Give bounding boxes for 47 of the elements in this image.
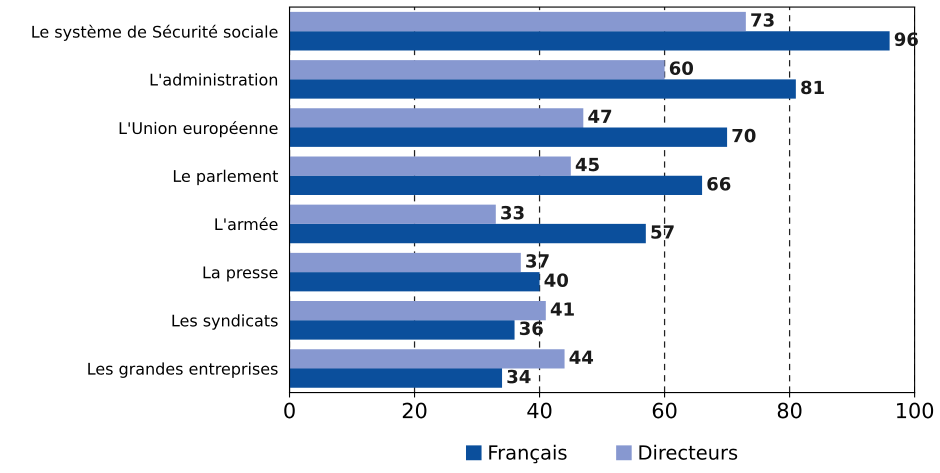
data-label: 34 <box>507 370 531 384</box>
data-label: 37 <box>526 254 549 268</box>
y-tick-label: L'armée <box>215 217 278 230</box>
data-label: 70 <box>732 128 756 142</box>
bar <box>290 12 746 32</box>
data-label: 66 <box>707 176 730 191</box>
bar <box>290 128 728 147</box>
bar <box>290 60 665 80</box>
legend-label: Français <box>489 444 567 464</box>
bar <box>290 368 502 388</box>
y-tick-label: L'Union européenne <box>120 121 278 138</box>
bar <box>290 224 646 244</box>
bar <box>290 79 796 99</box>
bar <box>290 31 890 50</box>
y-tick-label: Les grandes entreprises <box>88 362 278 378</box>
data-label: 33 <box>501 206 524 220</box>
data-label: 47 <box>588 110 612 123</box>
bar <box>290 156 571 176</box>
bar <box>290 301 546 320</box>
data-label: 36 <box>520 322 543 336</box>
x-tick-label: 20 <box>402 402 426 418</box>
data-label: 81 <box>801 80 824 94</box>
y-tick-label: L'administration <box>150 73 278 86</box>
data-label: 57 <box>651 225 674 239</box>
data-label: 73 <box>751 13 774 27</box>
data-label: 41 <box>550 302 574 316</box>
bar <box>290 108 584 128</box>
x-tick-label: 0 <box>284 402 295 418</box>
x-tick-label: 80 <box>778 402 802 418</box>
bar <box>290 176 702 196</box>
x-tick-label: 100 <box>897 402 934 418</box>
bar <box>290 320 515 340</box>
y-tick-label: Le système de Sécurité sociale <box>32 24 278 41</box>
bar <box>290 272 540 292</box>
bar <box>290 204 496 224</box>
data-label: 44 <box>570 350 594 364</box>
data-label: 45 <box>576 158 599 172</box>
x-tick-label: 40 <box>527 402 552 418</box>
data-label: 60 <box>670 61 694 75</box>
bar <box>290 252 521 272</box>
bar <box>290 349 565 368</box>
legend-label: Directeurs <box>639 444 738 460</box>
data-label: 40 <box>544 273 568 287</box>
y-tick-label: La presse <box>204 266 278 282</box>
x-tick-label: 60 <box>652 402 676 418</box>
y-tick-label: Le parlement <box>174 170 278 186</box>
y-tick-label: Les syndicats <box>172 314 278 330</box>
